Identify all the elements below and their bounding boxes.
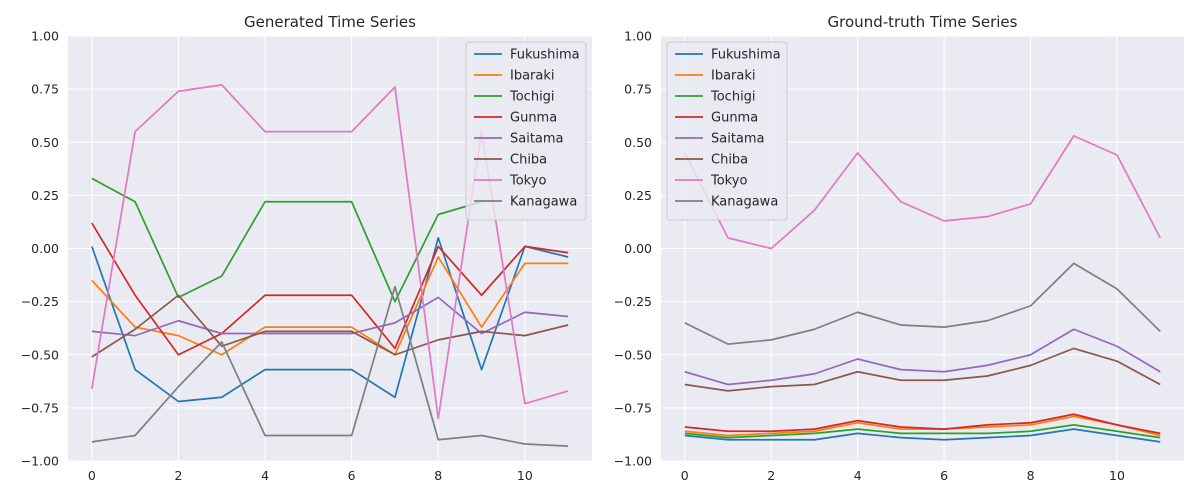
series-line-ibaraki [684,415,1161,437]
x-tick-label: 2 [174,468,182,483]
y-tick-label: 1.00 [31,29,59,44]
legend: Fukushima Ibaraki Tochigi Gunma Saitama Chiba… [666,41,788,221]
x-tick-label: 2 [767,468,775,483]
x-tick-label: 10 [1109,468,1125,483]
legend-box [465,41,587,221]
y-tick-label: −1.00 [614,454,652,469]
legend-label-tochigi: Tochigi [509,90,555,105]
y-tick-label: −0.25 [21,294,59,309]
legend-label-fukushima: Fukushima [711,48,781,63]
x-tick-label: 6 [348,468,356,483]
legend-label-ibaraki: Ibaraki [711,69,756,84]
ground-truth-time-series-chart: −1.00 −0.75 −0.50 −0.25 0.00 0.25 0.50 0.75 1.00… [614,13,1184,483]
legend-label-kanagawa: Kanagawa [510,195,577,210]
y-tick-label: 0.00 [31,241,59,256]
x-tick-labels: 0 2 4 6 8 10 [681,468,1125,483]
chart-title: Generated Time Series [244,13,416,31]
x-tick-label: 6 [940,468,948,483]
series-line-saitama [684,328,1161,386]
legend-label-chiba: Chiba [510,153,547,168]
y-tick-label: 0.75 [624,82,652,97]
y-tick-label: 0.75 [31,82,59,97]
legend-label-kanagawa: Kanagawa [711,195,778,210]
series-lines [684,135,1161,443]
chart-title: Ground-truth Time Series [828,13,1018,31]
series-line-fukushima [91,237,569,403]
y-tick-label: −0.25 [614,294,652,309]
legend-label-ibaraki: Ibaraki [510,69,555,84]
x-tick-label: 10 [517,468,533,483]
x-tick-label: 0 [681,468,689,483]
generated-time-series-chart: −1.00 −0.75 −0.50 −0.25 0.00 0.25 0.50 0.75 1.00… [21,13,592,483]
y-tick-labels: −1.00 −0.75 −0.50 −0.25 0.00 0.25 0.50 0.75 1.00 [614,29,652,469]
y-tick-label: 0.00 [624,241,652,256]
legend-box [666,41,788,221]
y-tick-label: 0.50 [624,135,652,150]
legend: Fukushima Ibaraki Tochigi Gunma Saitama Chiba… [465,41,587,221]
y-tick-label: 0.50 [31,135,59,150]
series-line-ibaraki [91,256,569,356]
series-line-chiba [91,294,569,358]
x-tick-label: 4 [854,468,862,483]
legend-label-tochigi: Tochigi [710,90,756,105]
legend-label-gunma: Gunma [711,111,758,126]
series-line-tokyo [684,135,1161,250]
legend-label-gunma: Gunma [510,111,557,126]
x-tick-label: 8 [1027,468,1035,483]
legend-label-fukushima: Fukushima [510,48,580,63]
series-line-gunma [91,222,569,356]
y-tick-label: −0.75 [614,400,652,415]
series-line-kanagawa [684,262,1161,345]
series-line-tochigi [684,424,1161,439]
legend-label-tokyo: Tokyo [509,174,546,189]
y-tick-label: −1.00 [21,454,59,469]
y-tick-label: −0.50 [614,347,652,362]
legend-label-saitama: Saitama [510,132,564,147]
y-tick-label: 1.00 [624,29,652,44]
series-line-chiba [684,347,1161,392]
x-tick-label: 8 [434,468,442,483]
y-tick-label: 0.25 [31,188,59,203]
series-line-gunma [684,413,1161,435]
legend-label-tokyo: Tokyo [710,174,747,189]
x-tick-labels: 0 2 4 6 8 10 [88,468,533,483]
legend-label-chiba: Chiba [711,153,748,168]
legend-label-saitama: Saitama [711,132,765,147]
y-tick-labels: −1.00 −0.75 −0.50 −0.25 0.00 0.25 0.50 0.75 1.00 [21,29,59,469]
series-line-fukushima [684,428,1161,443]
x-tick-label: 4 [261,468,269,483]
x-tick-label: 0 [88,468,96,483]
series-line-saitama [91,296,569,337]
y-tick-label: −0.75 [21,400,59,415]
series-line-kanagawa [91,285,569,447]
y-tick-label: 0.25 [624,188,652,203]
y-tick-label: −0.50 [21,347,59,362]
